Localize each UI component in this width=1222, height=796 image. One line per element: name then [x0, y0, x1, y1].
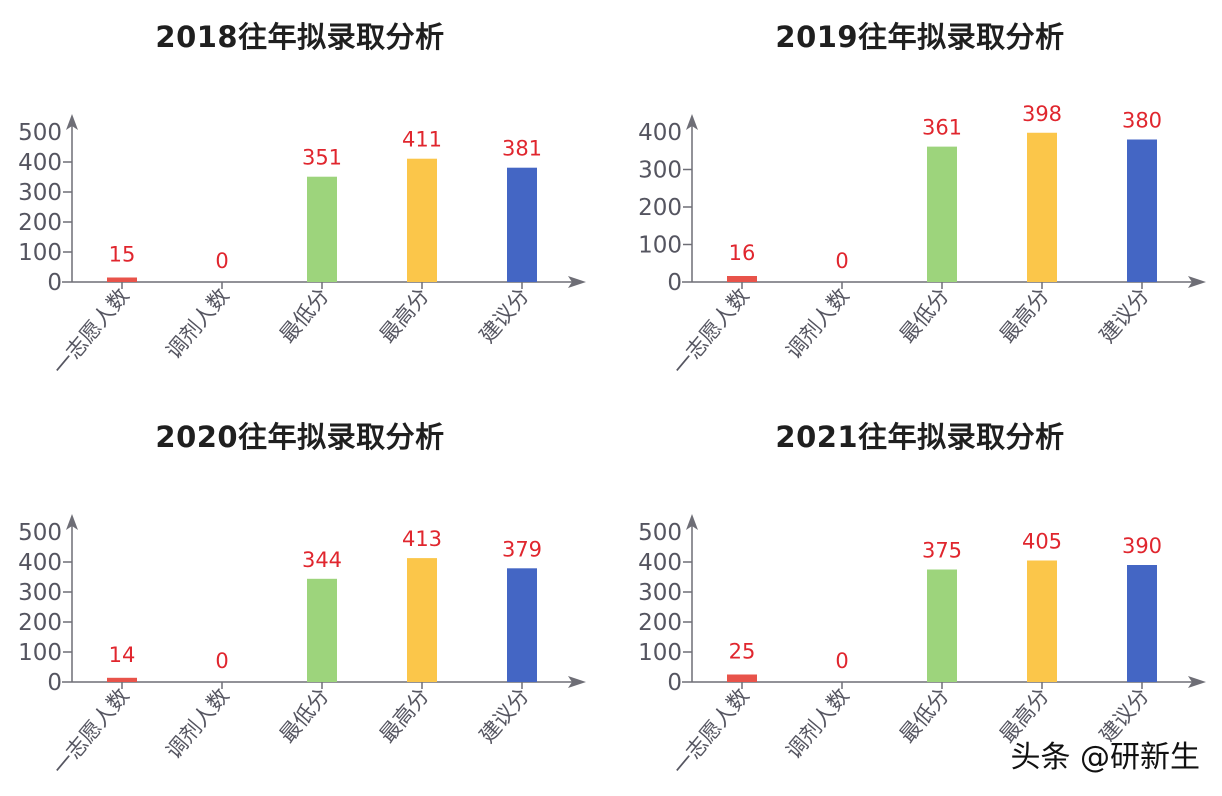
- bar-chart: 010020030040016一志愿人数0调剂人数361最低分398最高分380…: [638, 102, 1206, 380]
- value-label: 16: [729, 241, 756, 265]
- category-label: 调剂人数: [161, 284, 233, 364]
- chart-title: 2019往年拟录取分析: [775, 20, 1065, 54]
- value-label: 0: [215, 649, 228, 673]
- value-label: 344: [302, 548, 342, 572]
- y-tick-label: 0: [667, 670, 682, 696]
- y-tick-label: 0: [47, 270, 62, 296]
- value-label: 411: [402, 128, 442, 152]
- bar-chart: 010020030040050015一志愿人数0调剂人数351最低分411最高分…: [18, 114, 586, 380]
- category-label: 一志愿人数: [668, 684, 754, 780]
- bar: [727, 276, 757, 282]
- chart-panel-2020: 2020往年拟录取分析 0 100 200 300 400 500 14 一志愿人数 0 调剂人数…: [0, 400, 611, 796]
- bar: [507, 167, 537, 282]
- x-axis-arrow-icon: [568, 676, 586, 688]
- category-label: 建议分: [1095, 284, 1154, 348]
- bar: [307, 176, 337, 282]
- watermark: 头条 @研新生: [1010, 740, 1200, 775]
- y-tick-label: 400: [638, 120, 682, 146]
- value-label: 0: [835, 649, 848, 673]
- x-axis-arrow-icon: [1188, 276, 1206, 288]
- y-tick-label: 400: [18, 150, 62, 176]
- value-label: 0: [835, 249, 848, 273]
- chart-panel-2018: 2018往年拟录取分析 0 100 200 300 400 500 15 一志愿人数 0 调剂人数…: [0, 0, 611, 396]
- chart-title: 2018往年拟录取分析: [155, 20, 445, 54]
- category-label: 调剂人数: [781, 284, 853, 364]
- bar-chart: 010020030040050014一志愿人数0调剂人数344最低分413最高分…: [18, 514, 586, 780]
- y-tick-label: 400: [18, 550, 62, 576]
- category-label: 一志愿人数: [48, 684, 134, 780]
- category-label: 最低分: [895, 684, 954, 748]
- category-label: 最高分: [375, 284, 434, 348]
- value-label: 381: [502, 137, 542, 161]
- bar: [107, 677, 137, 682]
- y-tick-label: 300: [638, 158, 682, 184]
- y-tick-label: 500: [18, 120, 62, 146]
- category-label: 调剂人数: [781, 684, 853, 764]
- bar: [927, 146, 957, 282]
- chart-panel-2019: 2019往年拟录取分析 0 100 200 300 400 16 一志愿人数 0 调剂人数 361…: [620, 0, 1222, 396]
- value-label: 379: [502, 537, 542, 561]
- y-tick-label: 500: [18, 520, 62, 546]
- value-label: 405: [1022, 530, 1062, 554]
- value-label: 15: [109, 243, 136, 267]
- category-label: 一志愿人数: [48, 284, 134, 380]
- category-label: 最低分: [275, 684, 334, 748]
- bar: [407, 558, 437, 682]
- y-axis-arrow-icon: [66, 114, 78, 130]
- value-label: 25: [729, 640, 756, 664]
- x-axis-arrow-icon: [568, 276, 586, 288]
- bar: [407, 158, 437, 282]
- value-label: 361: [922, 116, 962, 140]
- chart-title: 2020往年拟录取分析: [155, 420, 445, 454]
- y-tick-label: 100: [638, 233, 682, 259]
- y-tick-label: 200: [638, 610, 682, 636]
- bar: [107, 277, 137, 282]
- y-tick-label: 0: [667, 270, 682, 296]
- y-tick-label: 500: [638, 520, 682, 546]
- category-label: 最低分: [895, 284, 954, 348]
- bar: [1027, 560, 1057, 682]
- category-label: 最高分: [995, 284, 1054, 348]
- y-tick-label: 300: [638, 580, 682, 606]
- y-tick-label: 0: [47, 670, 62, 696]
- y-axis-arrow-icon: [686, 114, 698, 130]
- value-label: 398: [1022, 102, 1062, 126]
- value-label: 375: [922, 539, 962, 563]
- category-label: 建议分: [475, 284, 534, 348]
- bar-chart: 010020030040050025一志愿人数0调剂人数375最低分405最高分…: [638, 514, 1206, 780]
- chart-panel-2021: 2021往年拟录取分析 0 100 200 300 400 500 25 一志愿人数 0 调剂人数…: [620, 400, 1222, 796]
- chart-title: 2021往年拟录取分析: [775, 420, 1065, 454]
- y-tick-label: 200: [18, 610, 62, 636]
- value-label: 14: [109, 643, 136, 667]
- category-label: 一志愿人数: [668, 284, 754, 380]
- value-label: 380: [1122, 109, 1162, 133]
- y-tick-label: 100: [638, 640, 682, 666]
- category-label: 最低分: [275, 284, 334, 348]
- category-label: 最高分: [375, 684, 434, 748]
- value-label: 413: [402, 527, 442, 551]
- category-label: 调剂人数: [161, 684, 233, 764]
- y-tick-label: 100: [18, 240, 62, 266]
- bar: [507, 568, 537, 682]
- value-label: 390: [1122, 534, 1162, 558]
- y-tick-label: 300: [18, 180, 62, 206]
- y-tick-label: 300: [18, 580, 62, 606]
- value-label: 0: [215, 249, 228, 273]
- bar: [1127, 565, 1157, 682]
- bar: [727, 674, 757, 682]
- y-axis-arrow-icon: [66, 514, 78, 530]
- bar: [927, 569, 957, 682]
- y-tick-label: 400: [638, 550, 682, 576]
- y-tick-label: 100: [18, 640, 62, 666]
- bar: [1027, 132, 1057, 282]
- value-label: 351: [302, 146, 342, 170]
- category-label: 建议分: [475, 684, 534, 748]
- bar: [1127, 139, 1157, 282]
- y-tick-label: 200: [18, 210, 62, 236]
- y-axis-arrow-icon: [686, 514, 698, 530]
- x-axis-arrow-icon: [1188, 676, 1206, 688]
- bar: [307, 578, 337, 682]
- y-tick-label: 200: [638, 195, 682, 221]
